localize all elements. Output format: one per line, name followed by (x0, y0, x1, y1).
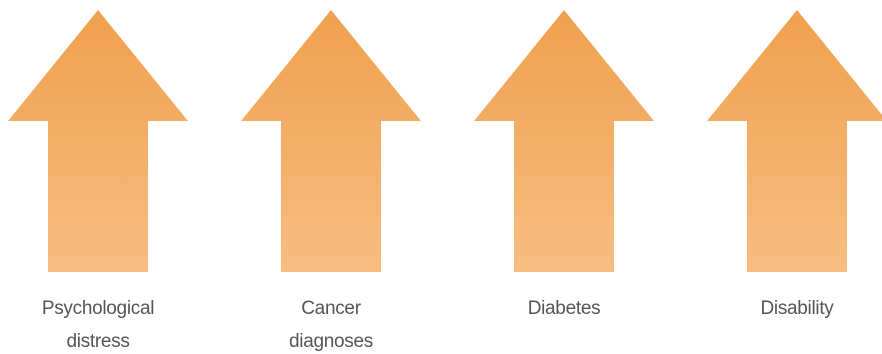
arrow-label: diagnoses (289, 331, 373, 352)
up-arrow (241, 10, 421, 272)
arrow-label: Cancer (301, 298, 361, 319)
up-arrow (8, 10, 188, 272)
arrow-label: Psychological (42, 298, 154, 319)
up-arrow (474, 10, 654, 272)
arrow-label: distress (66, 331, 129, 352)
up-arrow (707, 10, 882, 272)
arrow-label: Diabetes (528, 298, 601, 319)
arrow-label: Disability (760, 298, 834, 319)
